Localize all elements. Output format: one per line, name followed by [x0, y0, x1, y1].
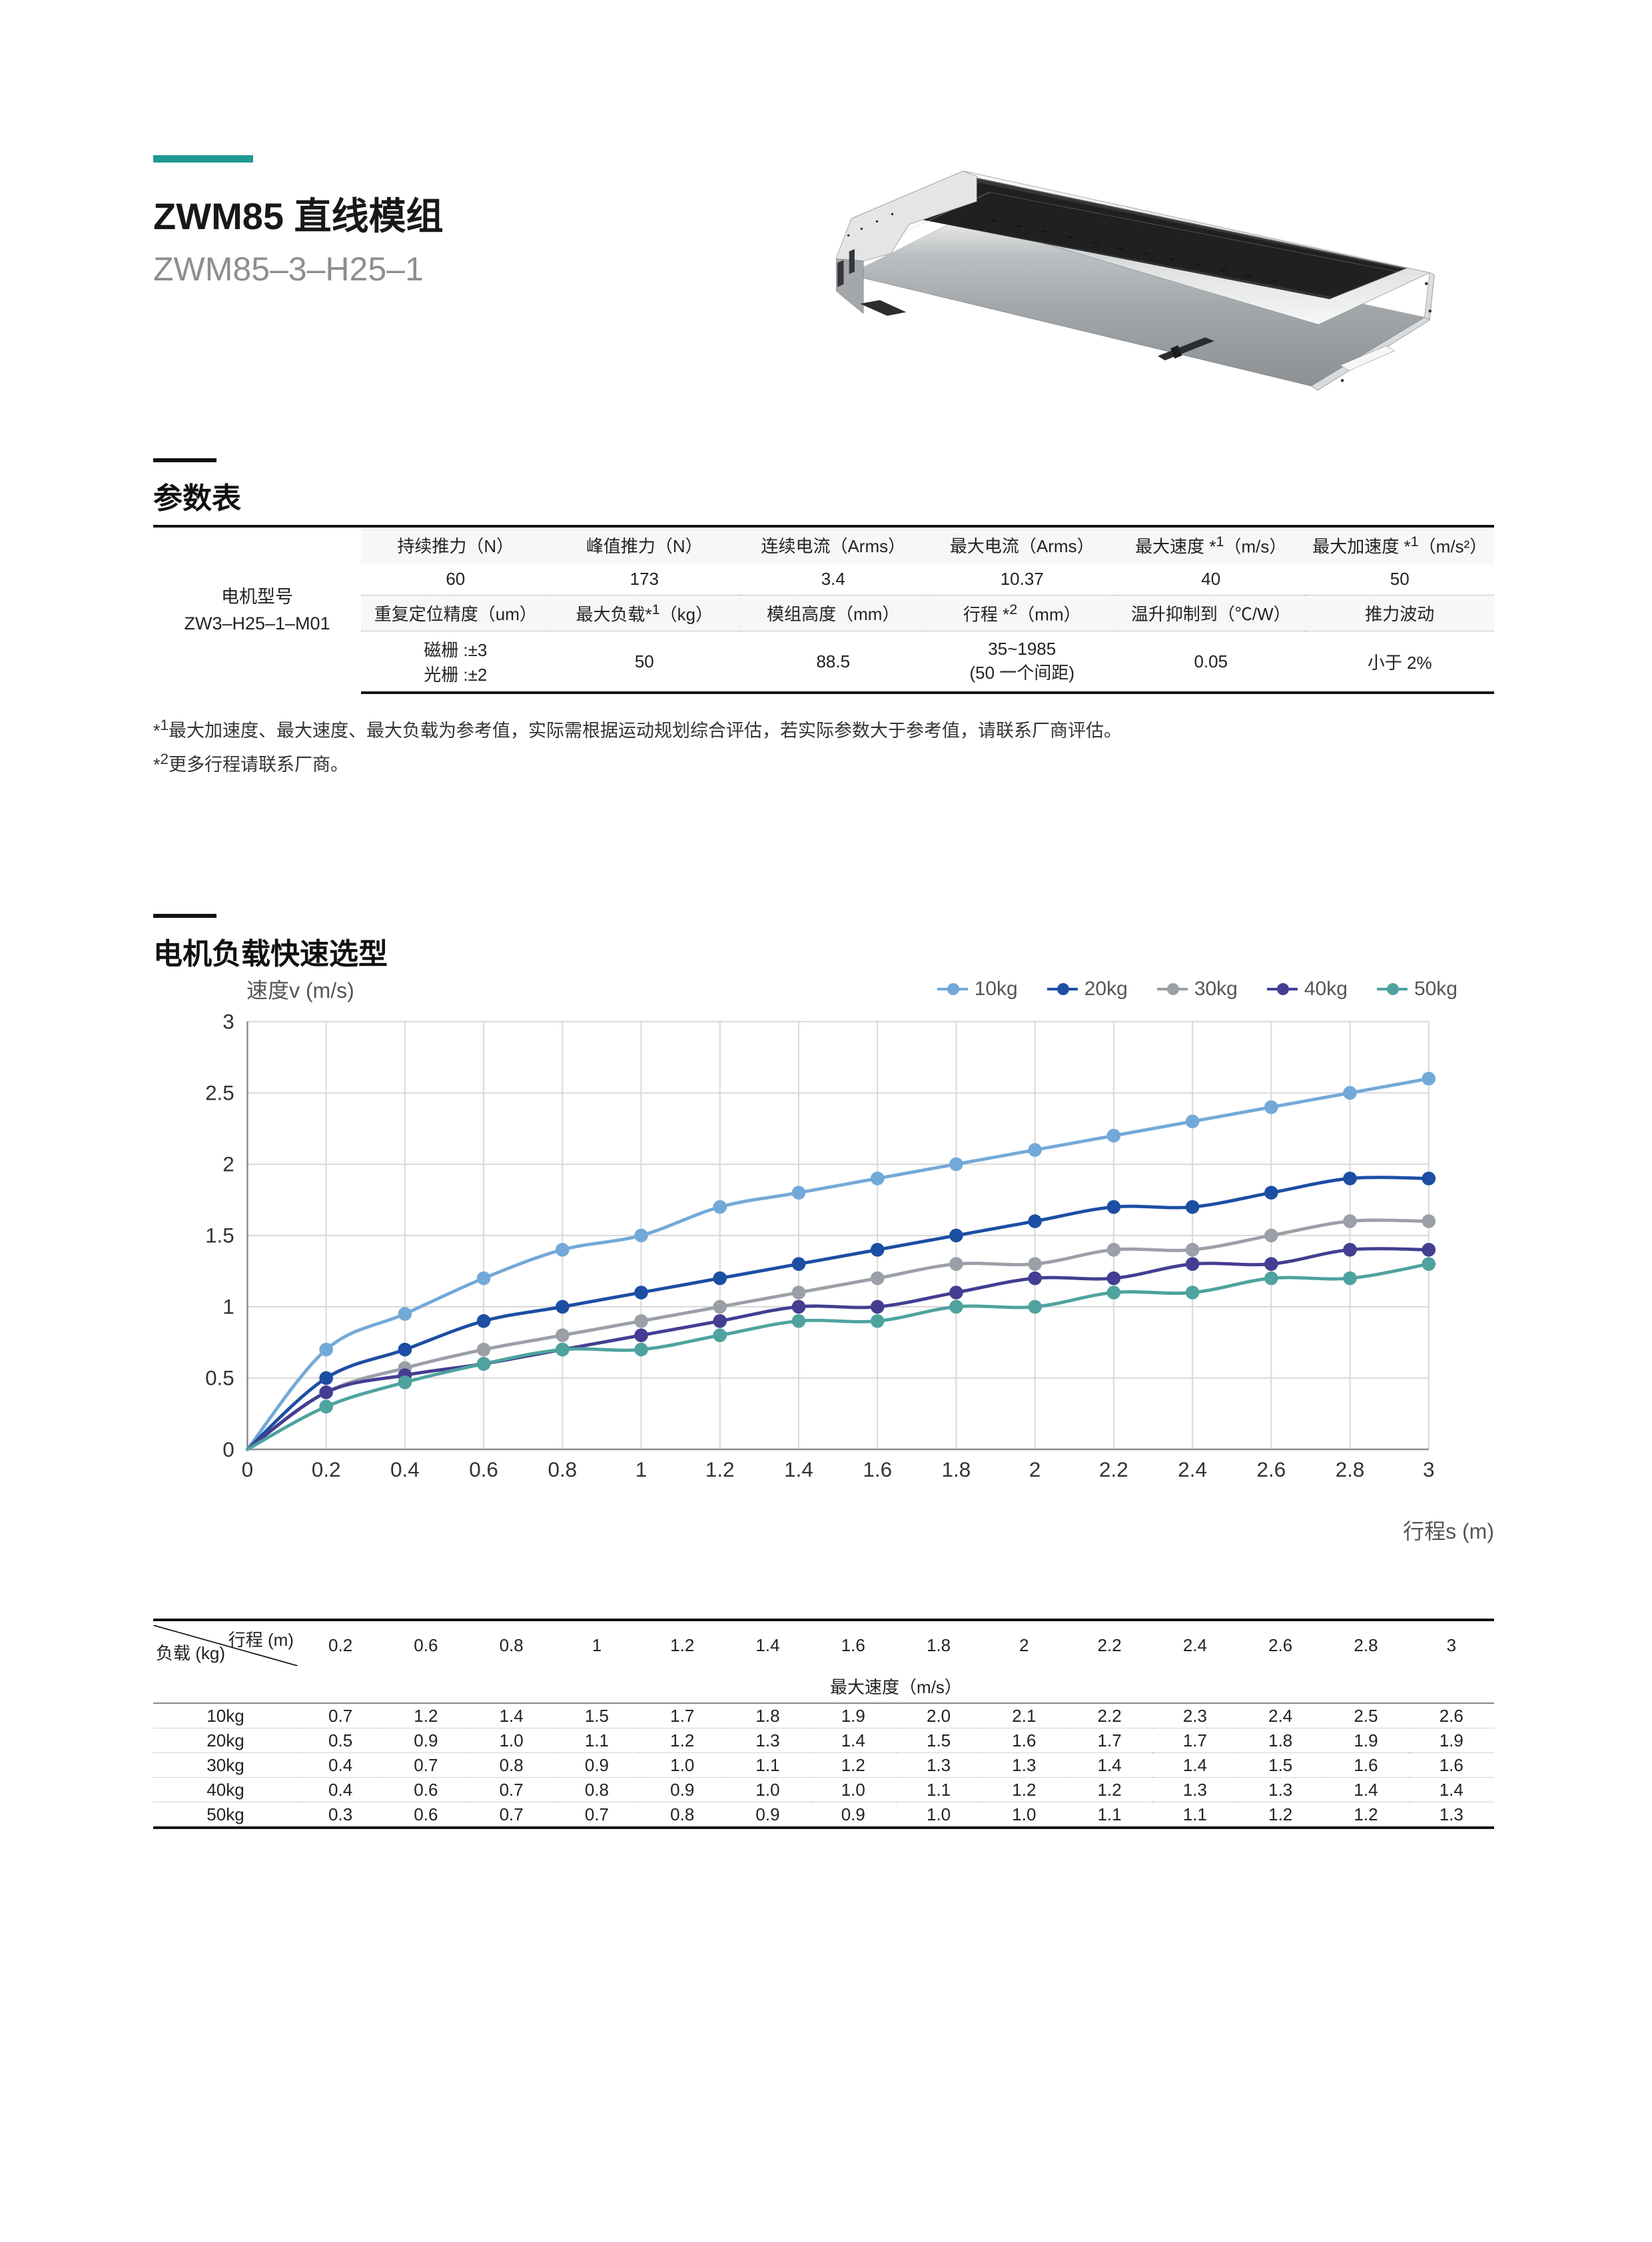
svg-text:2.4: 2.4 — [1178, 1458, 1207, 1481]
svg-text:3: 3 — [222, 1014, 234, 1034]
svg-text:3: 3 — [1423, 1458, 1434, 1481]
svg-text:0.5: 0.5 — [205, 1367, 234, 1390]
svg-text:2: 2 — [1029, 1458, 1040, 1481]
svg-text:0.4: 0.4 — [390, 1458, 420, 1481]
svg-text:0.2: 0.2 — [312, 1458, 341, 1481]
svg-text:2: 2 — [222, 1153, 234, 1176]
svg-text:2.8: 2.8 — [1336, 1458, 1365, 1481]
svg-text:2.5: 2.5 — [205, 1082, 234, 1105]
svg-text:1.6: 1.6 — [863, 1458, 892, 1481]
svg-text:1.5: 1.5 — [205, 1224, 234, 1248]
svg-text:2.2: 2.2 — [1099, 1458, 1128, 1481]
svg-text:0: 0 — [222, 1438, 234, 1461]
svg-text:1: 1 — [635, 1458, 647, 1481]
svg-text:1.2: 1.2 — [705, 1458, 735, 1481]
svg-text:1.4: 1.4 — [784, 1458, 813, 1481]
svg-text:0.8: 0.8 — [548, 1458, 577, 1481]
svg-text:1.8: 1.8 — [942, 1458, 971, 1481]
svg-text:1: 1 — [222, 1296, 234, 1319]
svg-text:2.6: 2.6 — [1257, 1458, 1286, 1481]
svg-text:0: 0 — [242, 1458, 253, 1481]
svg-text:0.6: 0.6 — [469, 1458, 498, 1481]
